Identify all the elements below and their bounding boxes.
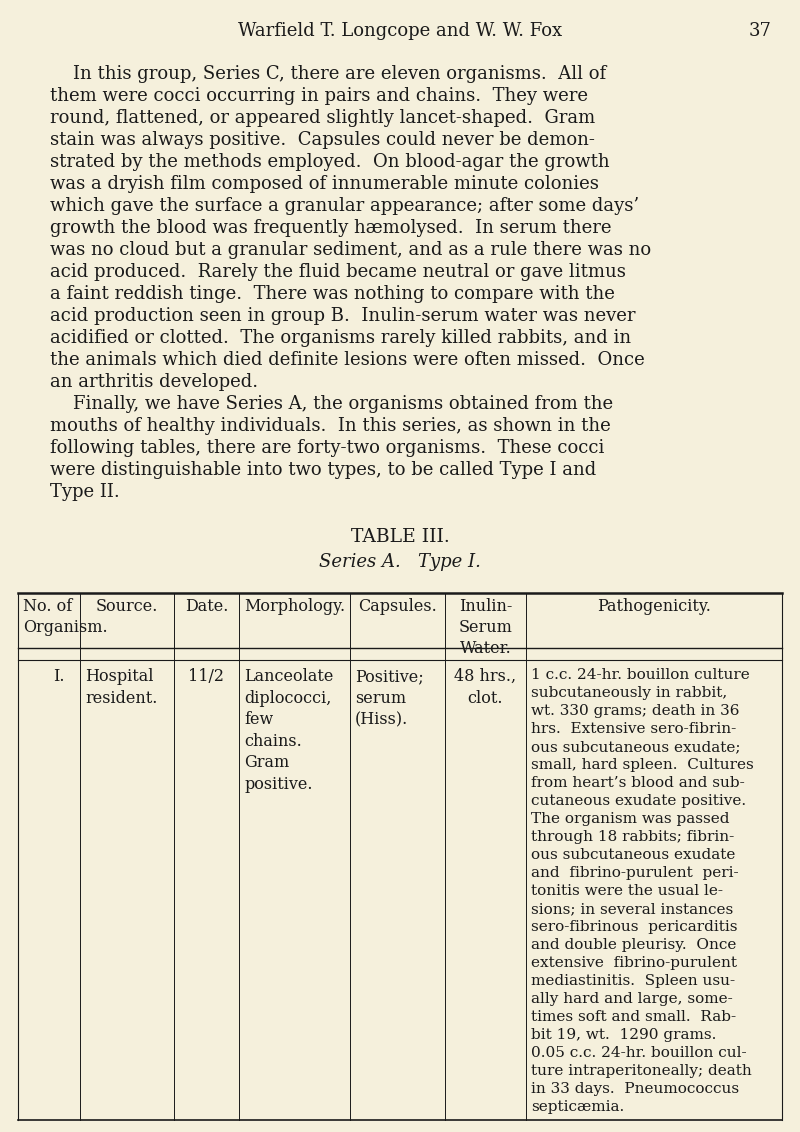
Text: ture intraperitoneally; death: ture intraperitoneally; death <box>530 1064 751 1078</box>
Text: growth the blood was frequently hæmolysed.  In serum there: growth the blood was frequently hæmolyse… <box>50 218 611 237</box>
Text: In this group, Series C, there are eleven organisms.  All of: In this group, Series C, there are eleve… <box>50 65 606 83</box>
Text: and double pleurisy.  Once: and double pleurisy. Once <box>530 938 736 952</box>
Text: times soft and small.  Rab-: times soft and small. Rab- <box>530 1010 736 1024</box>
Text: from heart’s blood and sub-: from heart’s blood and sub- <box>530 777 745 790</box>
Text: The organism was passed: The organism was passed <box>530 812 729 826</box>
Text: and  fibrino-purulent  peri-: and fibrino-purulent peri- <box>530 866 738 880</box>
Text: mouths of healthy individuals.  In this series, as shown in the: mouths of healthy individuals. In this s… <box>50 417 610 435</box>
Text: acid production seen in group B.  Inulin-serum water was never: acid production seen in group B. Inulin-… <box>50 307 635 325</box>
Text: Morphology.: Morphology. <box>244 598 345 615</box>
Text: 0.05 c.c. 24-hr. bouillon cul-: 0.05 c.c. 24-hr. bouillon cul- <box>530 1046 746 1060</box>
Text: No. of
Organism.: No. of Organism. <box>23 598 108 636</box>
Text: Hospital
resident.: Hospital resident. <box>86 668 158 706</box>
Text: round, flattened, or appeared slightly lancet-shaped.  Gram: round, flattened, or appeared slightly l… <box>50 109 595 127</box>
Text: Type II.: Type II. <box>50 483 120 501</box>
Text: wt. 330 grams; death in 36: wt. 330 grams; death in 36 <box>530 704 739 718</box>
Text: I.: I. <box>54 668 65 685</box>
Text: sero-fibrinous  pericarditis: sero-fibrinous pericarditis <box>530 920 737 934</box>
Text: the animals which died definite lesions were often missed.  Once: the animals which died definite lesions … <box>50 351 645 369</box>
Text: ous subcutaneous exudate;: ous subcutaneous exudate; <box>530 740 740 754</box>
Text: was a dryish film composed of innumerable minute colonies: was a dryish film composed of innumerabl… <box>50 175 599 192</box>
Text: TABLE III.: TABLE III. <box>350 528 450 546</box>
Text: Warfield T. Longcope and W. W. Fox: Warfield T. Longcope and W. W. Fox <box>238 22 562 40</box>
Text: 11/2: 11/2 <box>189 668 225 685</box>
Text: acidified or clotted.  The organisms rarely killed rabbits, and in: acidified or clotted. The organisms rare… <box>50 329 631 348</box>
Text: Inulin-
Serum
Water.: Inulin- Serum Water. <box>458 598 512 657</box>
Text: ally hard and large, some-: ally hard and large, some- <box>530 992 733 1006</box>
Text: tonitis were the usual le-: tonitis were the usual le- <box>530 884 722 898</box>
Text: extensive  fibrino-purulent: extensive fibrino-purulent <box>530 957 737 970</box>
Text: a faint reddish tinge.  There was nothing to compare with the: a faint reddish tinge. There was nothing… <box>50 285 615 303</box>
Text: through 18 rabbits; fibrin-: through 18 rabbits; fibrin- <box>530 830 734 844</box>
Text: ous subcutaneous exudate: ous subcutaneous exudate <box>530 848 735 861</box>
Text: bit 19, wt.  1290 grams.: bit 19, wt. 1290 grams. <box>530 1028 716 1041</box>
Text: Pathogenicity.: Pathogenicity. <box>597 598 710 615</box>
Text: stain was always positive.  Capsules could never be demon-: stain was always positive. Capsules coul… <box>50 131 595 149</box>
Text: strated by the methods employed.  On blood-agar the growth: strated by the methods employed. On bloo… <box>50 153 610 171</box>
Text: were distinguishable into two types, to be called Type I and: were distinguishable into two types, to … <box>50 461 596 479</box>
Text: was no cloud but a granular sediment, and as a rule there was no: was no cloud but a granular sediment, an… <box>50 241 651 259</box>
Text: hrs.  Extensive sero-fibrin-: hrs. Extensive sero-fibrin- <box>530 722 736 736</box>
Text: Series A.   Type I.: Series A. Type I. <box>319 554 481 571</box>
Text: Source.: Source. <box>96 598 158 615</box>
Text: subcutaneously in rabbit,: subcutaneously in rabbit, <box>530 686 727 700</box>
Text: Date.: Date. <box>185 598 228 615</box>
Text: mediastinitis.  Spleen usu-: mediastinitis. Spleen usu- <box>530 974 734 988</box>
Text: Finally, we have Series A, the organisms obtained from the: Finally, we have Series A, the organisms… <box>50 395 613 413</box>
Text: acid produced.  Rarely the fluid became neutral or gave litmus: acid produced. Rarely the fluid became n… <box>50 263 626 281</box>
Text: small, hard spleen.  Cultures: small, hard spleen. Cultures <box>530 758 754 772</box>
Text: 48 hrs.,
clot.: 48 hrs., clot. <box>454 668 517 706</box>
Text: cutaneous exudate positive.: cutaneous exudate positive. <box>530 794 746 808</box>
Text: which gave the surface a granular appearance; after some days’: which gave the surface a granular appear… <box>50 197 639 215</box>
Text: them were cocci occurring in pairs and chains.  They were: them were cocci occurring in pairs and c… <box>50 87 588 105</box>
Text: sions; in several instances: sions; in several instances <box>530 902 733 916</box>
Text: 1 c.c. 24-hr. bouillon culture: 1 c.c. 24-hr. bouillon culture <box>530 668 750 681</box>
Text: septicæmia.: septicæmia. <box>530 1100 624 1114</box>
Text: following tables, there are forty-two organisms.  These cocci: following tables, there are forty-two or… <box>50 439 604 457</box>
Text: 37: 37 <box>749 22 772 40</box>
Text: an arthritis developed.: an arthritis developed. <box>50 374 258 391</box>
Text: in 33 days.  Pneumococcus: in 33 days. Pneumococcus <box>530 1082 738 1096</box>
Text: Positive;
serum
(Hiss).: Positive; serum (Hiss). <box>354 668 423 728</box>
Text: Lanceolate
diplococci,
few
chains.
Gram
positive.: Lanceolate diplococci, few chains. Gram … <box>244 668 334 792</box>
Text: Capsules.: Capsules. <box>358 598 437 615</box>
